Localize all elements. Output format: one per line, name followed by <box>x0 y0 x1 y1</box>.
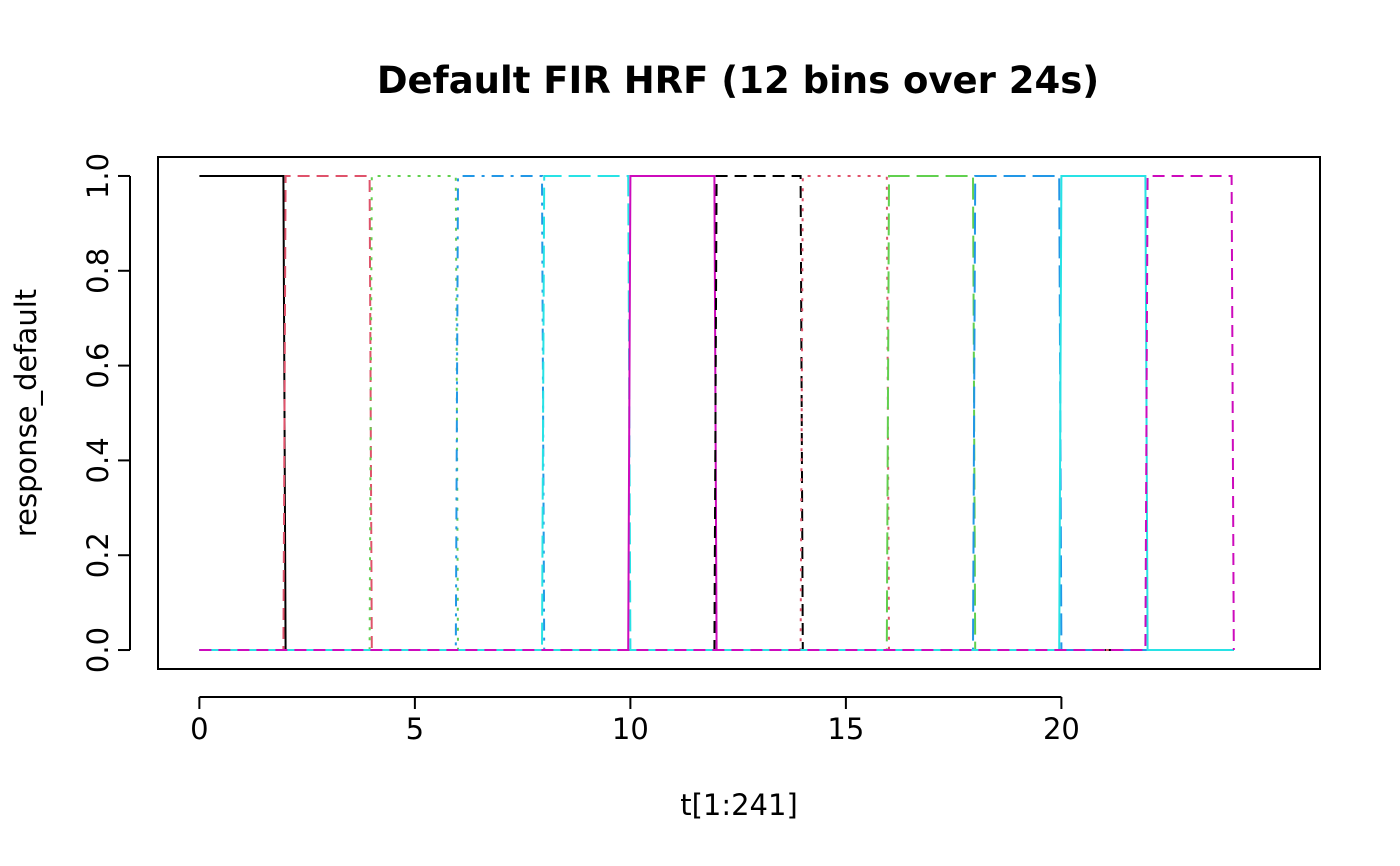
y-tick-label: 0.8 <box>81 248 115 294</box>
series-layer <box>199 175 1235 651</box>
chart-title: Default FIR HRF (12 bins over 24s) <box>377 59 1099 102</box>
y-tick-label: 0.4 <box>81 437 115 483</box>
y-tick-label: 0.2 <box>81 532 115 578</box>
y-tick-label: 1.0 <box>81 153 115 199</box>
x-tick-label: 10 <box>612 712 649 746</box>
y-axis-label: response_default <box>9 289 43 537</box>
series-line-bin-5 <box>199 175 1234 651</box>
x-tick-label: 5 <box>406 712 424 746</box>
x-tick-label: 15 <box>827 712 864 746</box>
series-line-bin-11 <box>199 175 1234 651</box>
x-axis-label: t[1:241] <box>680 788 798 822</box>
plot-frame <box>157 156 1321 670</box>
y-axis: 0.0 0.2 0.4 0.6 0.8 1.0 <box>81 153 131 673</box>
x-tick-label: 20 <box>1043 712 1080 746</box>
x-tick-label: 0 <box>190 712 208 746</box>
x-axis: 0 5 10 15 20 <box>190 696 1080 746</box>
series-line-bin-12 <box>199 175 1235 651</box>
y-tick-label: 0.6 <box>81 343 115 389</box>
y-tick-label: 0.0 <box>81 627 115 673</box>
